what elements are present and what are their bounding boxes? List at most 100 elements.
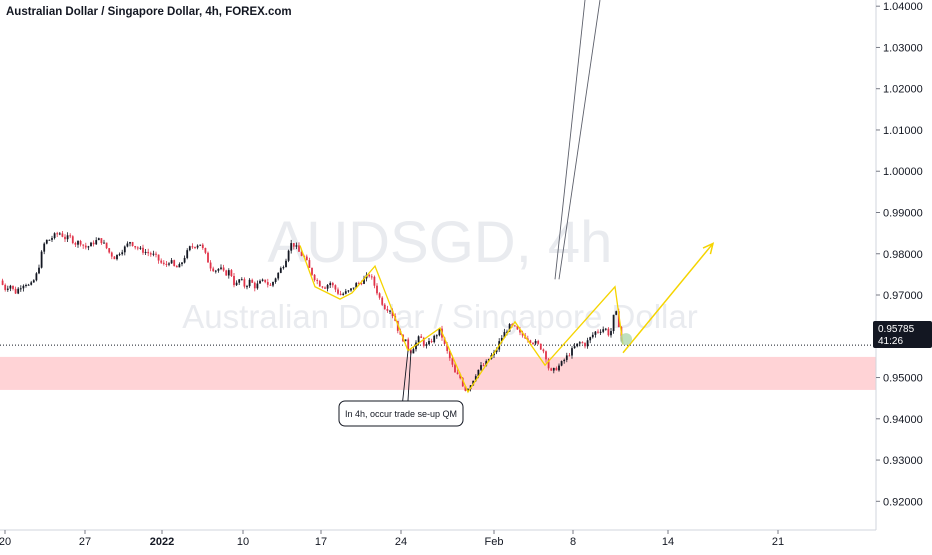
candle-body (433, 335, 436, 343)
price-tick-label: 1.02000 (883, 84, 923, 96)
pattern-line[interactable] (299, 245, 624, 394)
candle-body (259, 280, 261, 284)
price-badge-value: 0.95785 (878, 324, 915, 335)
candle-body (560, 361, 563, 366)
candle-body (196, 245, 199, 248)
candle-body (134, 246, 137, 248)
candle-body (147, 251, 150, 254)
candle-body (532, 343, 534, 345)
candle-body (282, 267, 285, 269)
candle-body (105, 242, 108, 249)
candle-body (207, 252, 209, 263)
candle-body (412, 349, 415, 354)
candle-body (123, 246, 126, 253)
candle-body (480, 365, 482, 370)
candle-body (571, 348, 573, 356)
candle-body (448, 351, 451, 359)
candle-body (40, 251, 43, 268)
candle-body (173, 260, 176, 266)
candle-body (331, 283, 334, 286)
candle-body (461, 378, 464, 387)
price-tick-label: 1.03000 (883, 42, 923, 54)
candle-body (162, 262, 165, 264)
candle-body (118, 254, 121, 256)
candle-body (157, 254, 160, 261)
candle-body (175, 265, 178, 268)
price-tick-label: 0.92000 (883, 496, 923, 508)
candle-body (4, 284, 7, 290)
price-badge (873, 321, 932, 348)
candle-body (467, 389, 469, 391)
candle-body (508, 324, 511, 332)
candle-body (27, 284, 30, 286)
candle-body (61, 233, 64, 237)
candle-body (352, 287, 355, 289)
price-tick-label: 0.99000 (883, 207, 923, 219)
candle-body (71, 236, 74, 244)
candle-body (217, 268, 220, 271)
candle-body (277, 272, 280, 279)
candle-body (321, 286, 324, 288)
candle-body (136, 247, 139, 249)
candle-body (550, 368, 553, 371)
candle-body (604, 328, 607, 330)
candle-body (279, 268, 282, 273)
trend-line[interactable] (554, 0, 586, 280)
candle-body (474, 376, 477, 381)
candle-body (95, 240, 98, 245)
candle-body (368, 274, 371, 277)
candle-body (342, 293, 345, 295)
candle-body (64, 236, 66, 240)
candle-body (155, 253, 157, 255)
candle-body (534, 340, 537, 344)
candle-body (313, 274, 316, 281)
candle-body (506, 331, 508, 333)
candle-body (66, 235, 69, 240)
candle-body (584, 343, 586, 347)
candle-body (430, 340, 433, 343)
candle-body (84, 245, 87, 248)
candle-body (32, 280, 35, 283)
candle-body (599, 331, 602, 333)
price-tick-label: 0.95000 (883, 373, 923, 385)
candle-body (225, 270, 228, 276)
candle-body (381, 297, 384, 305)
candle-body (565, 355, 568, 360)
candle-body (209, 262, 212, 269)
candle-body (121, 252, 124, 255)
candle-body (248, 279, 251, 287)
candle-body (129, 242, 131, 244)
candle-body (407, 339, 410, 350)
annotation-box[interactable] (338, 400, 464, 427)
time-tick-label: 14 (662, 536, 674, 548)
candle-body (435, 335, 438, 337)
candle-body (269, 284, 272, 286)
candle-body (92, 242, 95, 245)
trend-line[interactable] (558, 0, 601, 280)
candle-body (97, 238, 100, 241)
forecast-arrow[interactable] (622, 242, 714, 354)
candle-body (253, 282, 256, 289)
candle-body (6, 288, 9, 290)
candle-body (464, 386, 467, 391)
candle-body (17, 288, 20, 294)
candle-body (318, 281, 321, 287)
candle-body (539, 343, 542, 350)
candle-body (477, 369, 480, 377)
candle-body (563, 359, 566, 362)
candle-body (542, 349, 545, 352)
candle-body (386, 309, 389, 311)
candle-body (35, 273, 38, 281)
price-badge-countdown: 41:26 (878, 336, 903, 347)
candle-body (573, 346, 576, 349)
time-tick-label: 2022 (150, 536, 174, 548)
time-tick-label: 27 (79, 536, 91, 548)
candle-body (45, 239, 48, 244)
candle-body (443, 337, 446, 344)
candle-body (113, 256, 116, 260)
candle-body (555, 367, 558, 371)
candle-body (243, 279, 246, 287)
drawings-layer (299, 0, 715, 417)
